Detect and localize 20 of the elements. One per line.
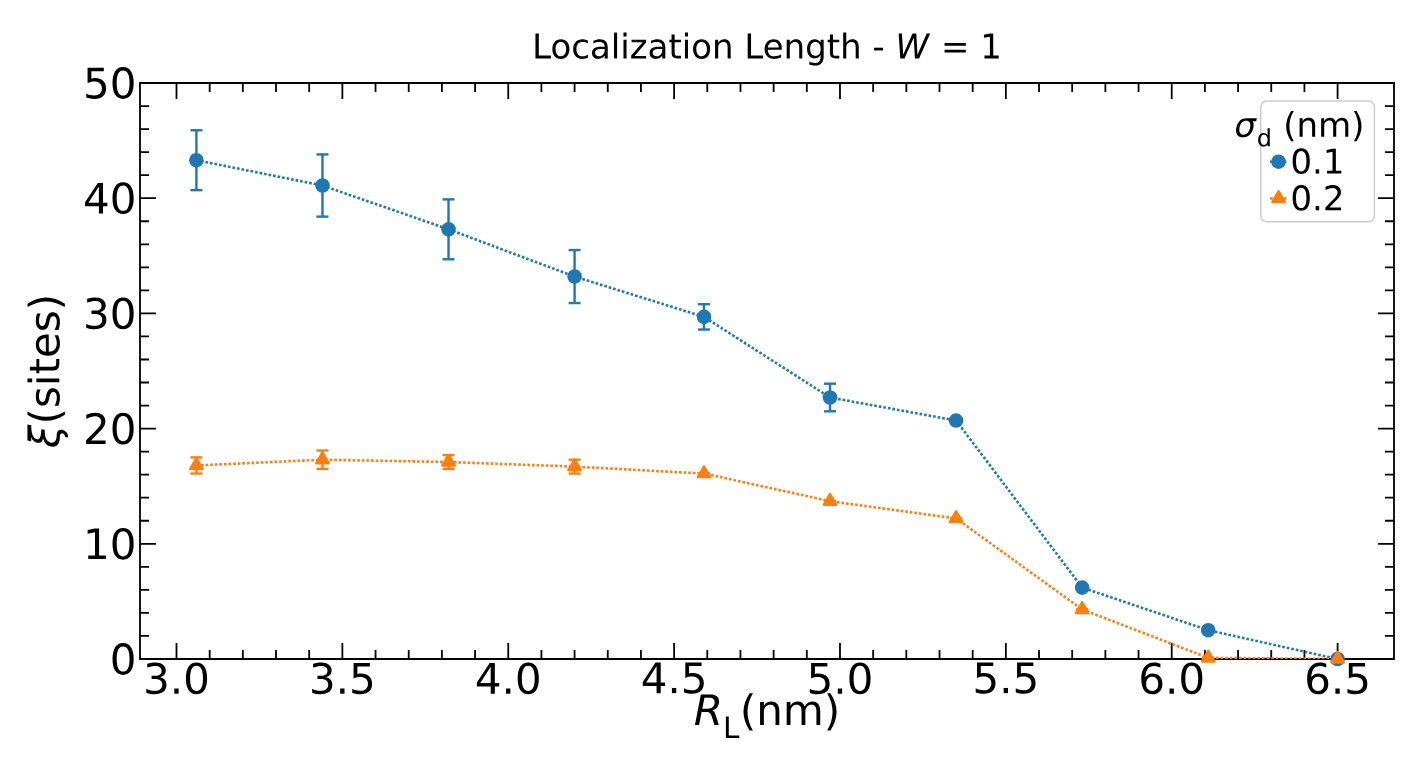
x-axis-title: R$_{L}$(nm) [694, 693, 837, 738]
y-tick-label: 40 [85, 182, 134, 215]
y-tick-label: 10 [87, 527, 134, 560]
y-tick-label: 20 [86, 412, 134, 445]
chart-title: Localization Length - W = 1 [535, 32, 999, 66]
legend-label: 0.2 [1292, 185, 1342, 211]
x-tick-label: 6.0 [1141, 662, 1203, 695]
x-tick-label: 5.5 [975, 662, 1036, 694]
x-tick-label: 6.5 [1307, 662, 1368, 695]
y-tick-label: 0 [112, 643, 134, 675]
x-tick-label: 5.0 [809, 662, 871, 695]
x-tick-label: 3.5 [312, 662, 373, 695]
x-tick-label: 4.0 [476, 662, 539, 695]
y-tick-label: 50 [86, 67, 134, 99]
legend-label: 0.1 [1292, 148, 1342, 175]
y-tick-label: 30 [86, 297, 134, 330]
x-tick-label: 4.5 [642, 662, 704, 694]
x-tick-label: 3.0 [146, 662, 208, 695]
y-axis-title: ξ(sites) [27, 297, 69, 447]
legend-title: σ$_{d}$ (nm) [1236, 111, 1362, 147]
